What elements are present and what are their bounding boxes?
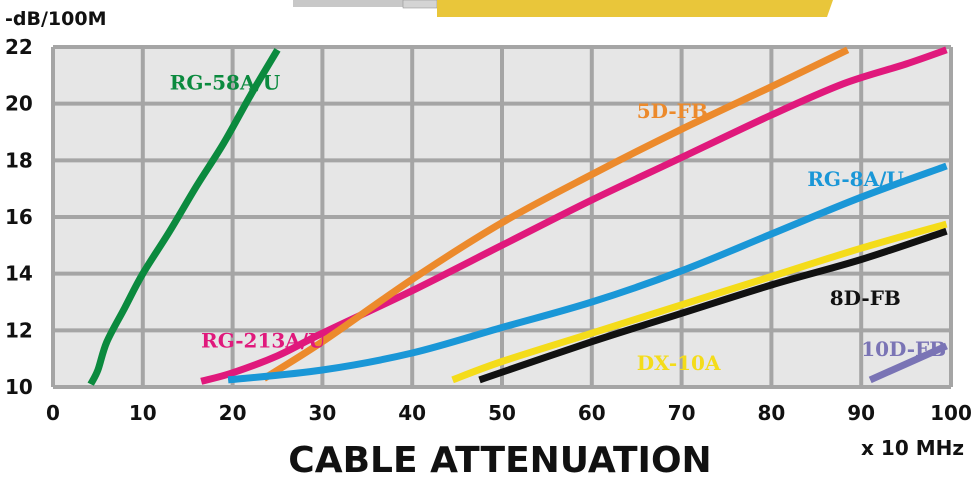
series-label-rg-213a-u: RG-213A/U (201, 328, 325, 352)
series-line-rg-8a-u (227, 162, 948, 384)
y-tick-label-6: 22 (5, 35, 33, 59)
x-tick-label-2: 20 (219, 401, 247, 425)
y-tick-labels: 10 12 14 16 18 20 22 (5, 35, 33, 399)
series-labels: RG-58A/U RG-213A/U 5D-FB RG-8A/U DX-10A 8D-FB… (170, 71, 946, 376)
series-lines (87, 46, 948, 386)
grid-lines (51, 45, 953, 389)
x-tick-label-5: 50 (488, 401, 516, 425)
cable-dielectric (437, 0, 833, 17)
chart-title: CABLE ATTENUATION (288, 440, 711, 481)
y-axis-label: -dB/100M (5, 8, 106, 30)
x-tick-label-6: 60 (578, 401, 606, 425)
series-label-dx-10a: DX-10A (637, 351, 721, 375)
series-line-10d-fb (868, 342, 948, 384)
series-label-8d-fb: 8D-FB (830, 286, 901, 310)
x-tick-label-9: 90 (847, 401, 875, 425)
cable-illustration (293, 0, 833, 17)
x-tick-label-10: 100 (930, 401, 971, 425)
cable-braid (402, 0, 438, 9)
series-label-rg-8a-u: RG-8A/U (807, 167, 904, 191)
series-line-rg-213a-u (200, 46, 948, 385)
y-tick-label-3: 16 (5, 205, 33, 229)
series-label-5d-fb: 5D-FB (637, 99, 708, 123)
series-line-dx-10a (451, 220, 948, 384)
y-tick-label-1: 12 (5, 318, 33, 342)
y-tick-label-0: 10 (5, 375, 33, 399)
y-tick-label-2: 14 (5, 262, 33, 286)
series-line-5d-fb (262, 46, 850, 382)
y-tick-label-4: 18 (5, 148, 33, 172)
x-tick-label-8: 80 (757, 401, 785, 425)
series-label-rg-58a-u: RG-58A/U (170, 71, 280, 95)
x-tick-labels: 0 10 20 30 40 50 60 70 80 90 100 (46, 401, 971, 425)
cable-jacket (293, 0, 403, 7)
x-tick-label-7: 70 (668, 401, 696, 425)
y-tick-label-5: 20 (5, 92, 33, 116)
x-axis-label: x 10 MHz (861, 436, 964, 460)
x-tick-label-1: 10 (129, 401, 157, 425)
series-label-10d-fb: 10D-FB (861, 337, 946, 361)
series-line-rg-58a-u (87, 48, 281, 386)
series-line-8d-fb (478, 227, 948, 384)
x-tick-label-0: 0 (46, 401, 60, 425)
x-tick-label-3: 30 (308, 401, 336, 425)
x-tick-label-4: 40 (398, 401, 426, 425)
